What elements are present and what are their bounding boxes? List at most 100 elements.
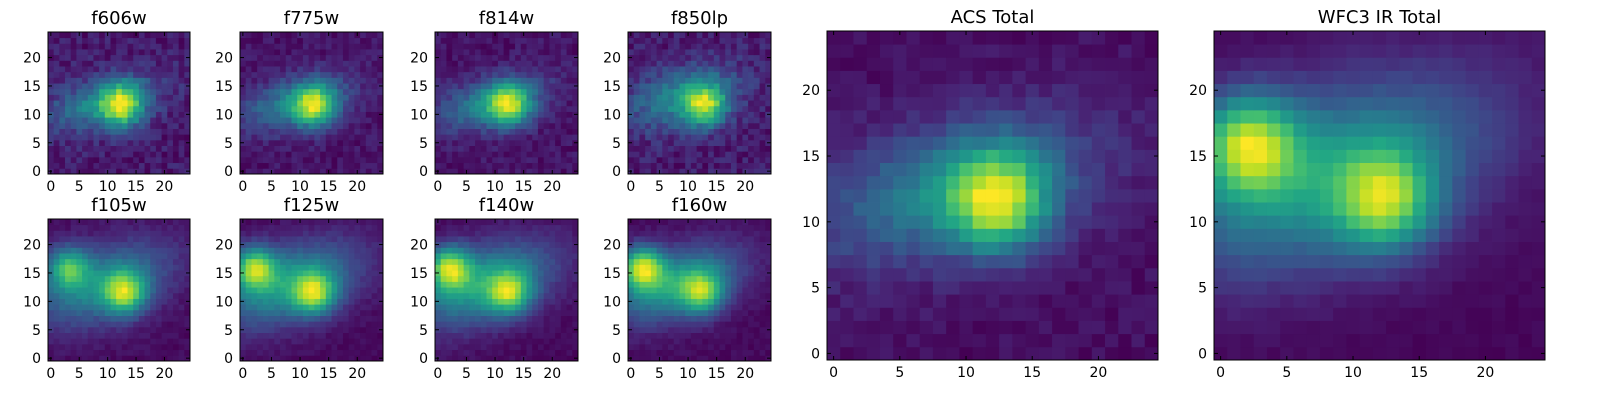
heatmap-cell [365, 349, 372, 356]
heatmap-cell [719, 292, 726, 299]
heatmap-cell [99, 122, 106, 129]
heatmap-cell [446, 326, 453, 333]
heatmap-cell [342, 162, 350, 169]
heatmap-cell [360, 134, 367, 141]
heatmap-cell [549, 151, 556, 158]
heatmap-cell [742, 292, 749, 299]
heatmap-cell [150, 162, 157, 169]
heatmap-cell [127, 145, 134, 152]
heatmap-cell [572, 145, 579, 152]
heatmap-cell [492, 270, 499, 277]
heatmap-cell [93, 37, 100, 44]
heatmap-cell [314, 66, 321, 73]
heatmap-cell [446, 94, 453, 101]
heatmap-cell [99, 258, 106, 265]
heatmap-cell [446, 83, 453, 90]
heatmap-cell [730, 122, 738, 129]
heatmap-cell [251, 71, 258, 78]
heatmap-cell [365, 270, 372, 277]
heatmap-cell [555, 105, 562, 112]
heatmap-cell [285, 355, 292, 362]
heatmap-cell [161, 54, 168, 61]
heatmap-cell [331, 162, 338, 169]
heatmap-cell [713, 94, 720, 101]
heatmap-cell [446, 253, 453, 260]
heatmap-cell [560, 349, 567, 356]
heatmap-cell [690, 162, 698, 169]
heatmap-cell [110, 326, 117, 333]
heatmap-cell [59, 168, 66, 175]
heatmap-cell [291, 145, 298, 152]
heatmap-cell [133, 326, 140, 333]
heatmap-cell [297, 241, 304, 248]
heatmap-cell [537, 122, 545, 129]
heatmap-cell [184, 309, 191, 316]
heatmap-cell [452, 298, 459, 305]
heatmap-cell [138, 117, 145, 124]
heatmap-cell [435, 88, 442, 95]
heatmap-cells [240, 219, 384, 362]
heatmap-cell [155, 270, 162, 277]
heatmap-cell [308, 309, 315, 316]
heatmap-cell [133, 43, 140, 50]
heatmap-cell [515, 236, 522, 243]
heatmap-cell [82, 309, 89, 316]
heatmap-cell [167, 151, 174, 158]
heatmap-cell [354, 338, 361, 345]
heatmap-cell [184, 37, 191, 44]
heatmap-cell [668, 292, 675, 299]
heatmap-cell [708, 355, 715, 362]
heatmap-cell [99, 281, 106, 288]
heatmap-cell [155, 139, 162, 146]
heatmap-cell [144, 151, 151, 158]
heatmap-cell [127, 355, 134, 362]
heatmap-cell [121, 100, 128, 107]
heatmap-cell [679, 83, 686, 90]
heatmap-cell [549, 49, 556, 56]
heatmap-cell [492, 253, 499, 260]
heatmap-cell [662, 111, 669, 118]
heatmap-cell [99, 60, 106, 67]
heatmap-cell [492, 162, 499, 169]
heatmap-cell [452, 88, 459, 95]
heatmap-cell [475, 83, 482, 90]
heatmap-cell [138, 275, 145, 282]
heatmap-cell [452, 224, 459, 231]
heatmap-cell [515, 145, 522, 152]
heatmap-cell [161, 321, 168, 328]
heatmap-cell [76, 134, 83, 141]
heatmap-cell [65, 83, 72, 90]
heatmap-cell [104, 247, 111, 254]
heatmap-cell [532, 156, 539, 164]
heatmap-cell [291, 128, 298, 135]
heatmap-cell [280, 224, 287, 231]
heatmap-cell [342, 292, 350, 299]
heatmap-cell [537, 117, 545, 124]
heatmap-cell [331, 37, 338, 44]
heatmap-cell [708, 66, 715, 73]
heatmap-cell [543, 247, 550, 254]
heatmap-cell [673, 151, 680, 158]
heatmap-cell [730, 321, 738, 328]
heatmap-cell [121, 349, 128, 356]
heatmap-cell [673, 156, 680, 164]
heatmap-cell [435, 100, 442, 107]
heatmap-cells [628, 219, 772, 362]
heatmap-cell [121, 258, 128, 265]
heatmap-cell [354, 264, 361, 271]
heatmap-cell [93, 145, 100, 152]
heatmap-cell [371, 219, 378, 226]
heatmap-cell [245, 219, 252, 226]
heatmap-cell [440, 111, 447, 118]
heatmap-cell [161, 230, 168, 237]
heatmap-cell [161, 105, 168, 112]
y-tick-label: 5 [32, 136, 41, 152]
heatmap-cell [446, 117, 453, 124]
heatmap-cell [314, 321, 321, 328]
heatmap-cell [161, 236, 168, 243]
heatmap-cell [736, 304, 743, 311]
heatmap-cell [708, 117, 715, 124]
heatmap-cell [509, 168, 516, 175]
heatmap-cell [110, 275, 117, 282]
heatmap-cell [291, 326, 298, 333]
